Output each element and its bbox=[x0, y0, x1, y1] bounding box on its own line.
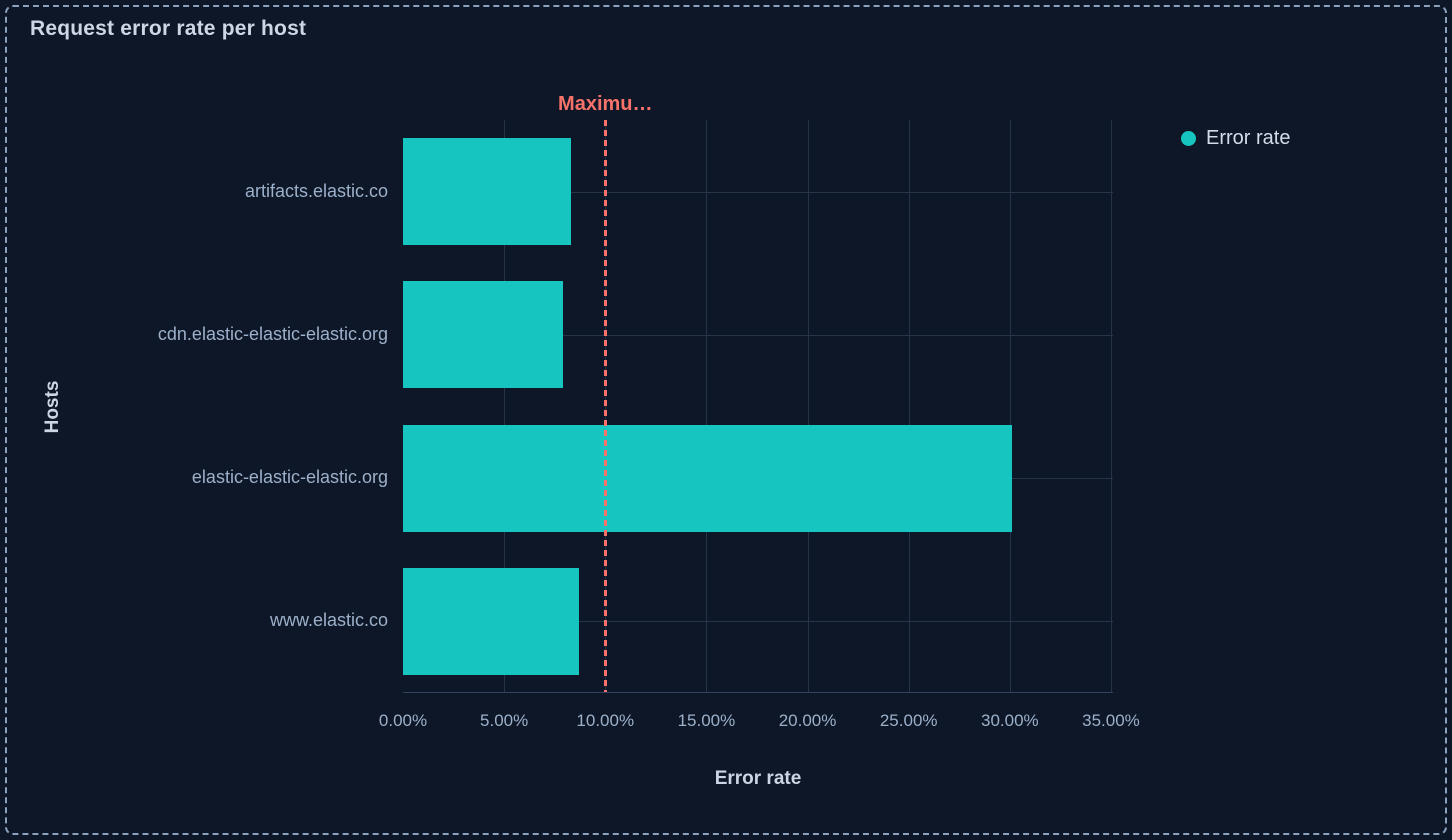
legend-color-dot-icon bbox=[1181, 131, 1196, 146]
gridline-vertical bbox=[504, 120, 506, 693]
gridline-horizontal bbox=[403, 334, 1113, 336]
chart-title: Request error rate per host bbox=[30, 17, 307, 40]
legend-item-label: Error rate bbox=[1206, 127, 1291, 149]
x-tick-label: 30.00% bbox=[980, 711, 1039, 730]
x-tick-label: 0.00% bbox=[378, 711, 428, 730]
bar-cdn.elastic-elastic-elastic.org[interactable] bbox=[403, 281, 563, 389]
y-axis-title: Hosts bbox=[42, 380, 63, 434]
gridline-horizontal bbox=[403, 621, 1113, 623]
bar-www.elastic.co[interactable] bbox=[403, 567, 579, 675]
x-axis-title: Error rate bbox=[714, 768, 802, 789]
x-axis-line bbox=[403, 692, 1113, 693]
x-tick-label: 35.00% bbox=[1082, 711, 1140, 730]
category-label: elastic-elastic-elastic.org bbox=[191, 467, 388, 488]
x-tick-label: 10.00% bbox=[576, 711, 635, 730]
x-tick-label: 15.00% bbox=[677, 711, 736, 730]
plot-area bbox=[403, 120, 1113, 693]
gridline-vertical bbox=[1009, 120, 1011, 693]
annotation-label: Maximu… bbox=[558, 93, 653, 115]
gridline-vertical bbox=[706, 120, 708, 693]
legend-item-error-rate[interactable]: Error rate bbox=[1181, 127, 1290, 150]
x-tick-label: 5.00% bbox=[480, 711, 529, 730]
gridline-vertical bbox=[807, 120, 809, 693]
bar-elastic-elastic-elastic.org[interactable] bbox=[403, 424, 1012, 532]
gridline-vertical bbox=[908, 120, 910, 693]
x-tick-label: 20.00% bbox=[778, 711, 837, 730]
category-label: cdn.elastic-elastic-elastic.org bbox=[157, 323, 388, 344]
gridline-vertical bbox=[1110, 120, 1112, 693]
category-label: www.elastic.co bbox=[269, 610, 388, 631]
gridline-horizontal bbox=[403, 191, 1113, 193]
x-tick-label: 25.00% bbox=[879, 711, 938, 730]
annotation-threshold-line bbox=[603, 120, 607, 693]
bar-artifacts.elastic.co[interactable] bbox=[403, 138, 571, 246]
category-label: artifacts.elastic.co bbox=[244, 180, 388, 201]
panel-dashed-border bbox=[5, 5, 1447, 835]
